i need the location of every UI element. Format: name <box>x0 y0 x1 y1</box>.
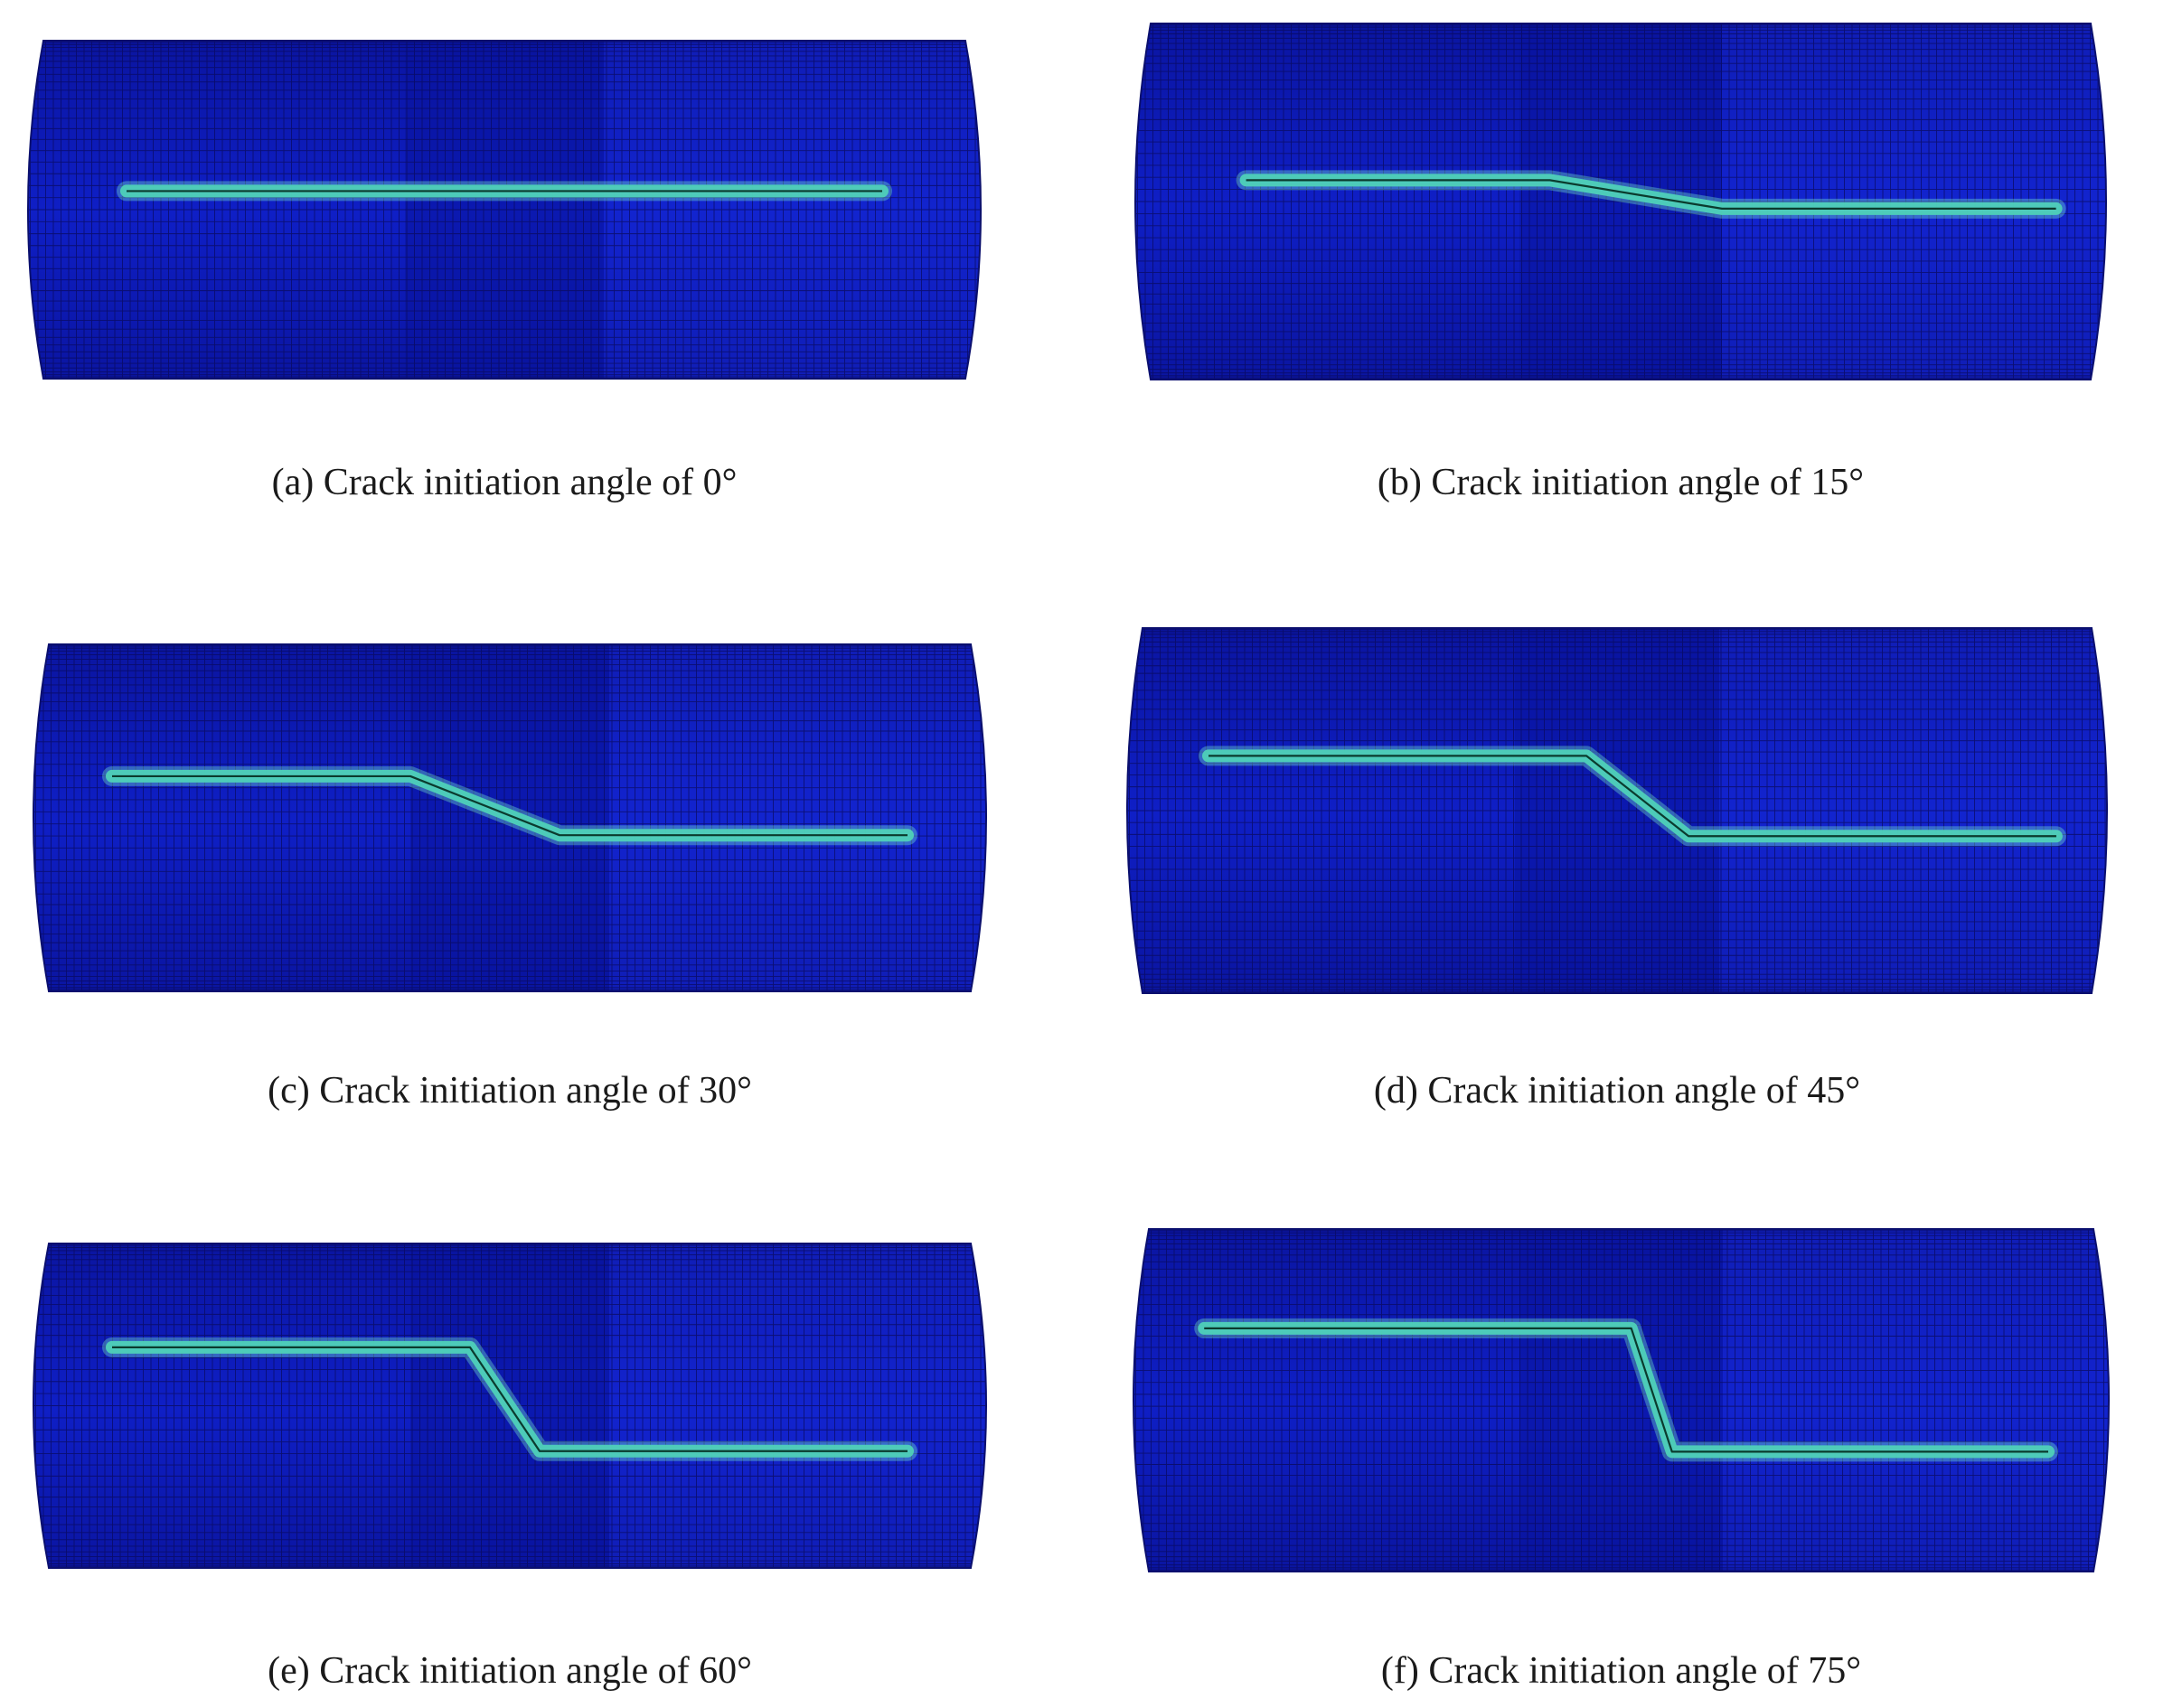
pipe-outline <box>27 40 982 380</box>
caption-c: (c) Crack initiation angle of 30° <box>268 1070 752 1112</box>
pipe-surface <box>1127 628 2107 993</box>
pipe-mesh-diagram-c <box>33 643 987 992</box>
mesh-grid <box>1133 1229 2109 1572</box>
crack-path <box>102 1337 917 1461</box>
pipe-panel-e <box>13 1234 1007 1582</box>
caption-b: (b) Crack initiation angle of 15° <box>1377 462 1865 503</box>
pipe-outline <box>33 643 987 992</box>
pipe-mesh-diagram-e <box>33 1243 987 1569</box>
pipe-mesh-diagram-b <box>1134 23 2107 380</box>
pipe-surface <box>33 1243 986 1568</box>
caption-a: (a) Crack initiation angle of 0° <box>271 462 738 503</box>
pipe-panel-a <box>7 32 1002 393</box>
caption-d: (d) Crack initiation angle of 45° <box>1373 1070 1861 1112</box>
pipe-body-d <box>1126 627 2108 994</box>
crack-path <box>1199 746 2066 847</box>
pipe-body-e <box>33 1243 987 1569</box>
pipe-outline <box>1134 23 2107 380</box>
pipe-body-f <box>1133 1228 2110 1572</box>
crack-path <box>102 765 917 846</box>
pipe-mesh-diagram-f <box>1133 1228 2110 1572</box>
pipe-outline <box>33 1243 987 1569</box>
pipe-body-c <box>33 643 987 992</box>
caption-e: (e) Crack initiation angle of 60° <box>268 1650 752 1692</box>
crack-path <box>1194 1318 2058 1462</box>
pipe-body-b <box>1134 23 2107 380</box>
caption-f: (f) Crack initiation angle of 75° <box>1380 1650 1862 1692</box>
pipe-surface <box>28 41 981 379</box>
pipe-panel-b <box>1115 14 2127 394</box>
mesh-grid <box>28 41 981 379</box>
crack-path <box>1236 170 2066 219</box>
pipe-surface <box>1135 23 2106 380</box>
pipe-panel-c <box>13 635 1007 1006</box>
pipe-outline <box>1133 1228 2110 1572</box>
pipe-body-a <box>27 40 982 380</box>
pipe-surface <box>33 644 986 991</box>
pipe-panel-f <box>1113 1220 2130 1586</box>
pipe-mesh-diagram-a <box>27 40 982 380</box>
pipe-panel-d <box>1106 619 2128 1008</box>
mesh-grid <box>33 644 986 991</box>
pipe-mesh-diagram-d <box>1126 627 2108 994</box>
pipe-outline <box>1126 627 2108 994</box>
pipe-surface <box>1133 1229 2109 1572</box>
